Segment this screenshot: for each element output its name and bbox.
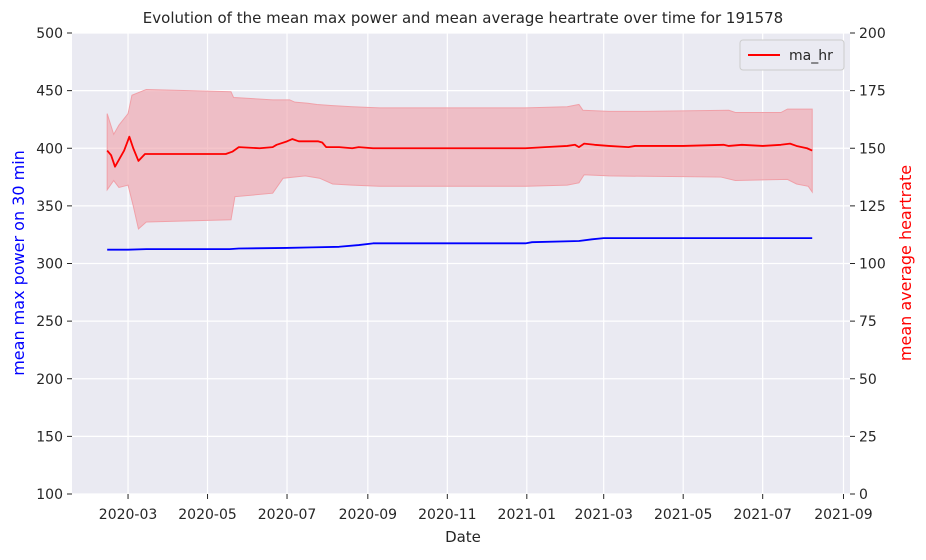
- chart-title: Evolution of the mean max power and mean…: [143, 9, 783, 27]
- x-tick-label: 2020-09: [339, 507, 398, 523]
- y-left-tick-label: 200: [36, 372, 63, 388]
- y-right-tick-label: 0: [859, 487, 868, 503]
- hr-band-layer: [106, 88, 813, 230]
- legend-box: [739, 39, 845, 71]
- x-tick-label: 2021-07: [733, 507, 792, 523]
- y-left-tick-label: 500: [36, 26, 63, 42]
- y-axis-right-label: mean average heartrate: [896, 165, 915, 361]
- y-left-tick-label: 450: [36, 84, 63, 100]
- y-left-tick-label: 150: [36, 429, 63, 445]
- max-power-line: [107, 237, 813, 251]
- x-tick-label: 2020-07: [258, 507, 317, 523]
- x-tick-label: 2021-09: [814, 507, 873, 523]
- tick-layer: 2020-03 2020-05 2020-07 2020-09 2020-11 2021-…: [36, 26, 885, 523]
- heartrate-line: [106, 135, 813, 168]
- y-left-tick-label: 300: [36, 257, 63, 273]
- y-right-tick-label: 150: [859, 141, 886, 157]
- y-axis-left-label: mean max power on 30 min: [9, 150, 28, 376]
- y-left-tick-label: 250: [36, 314, 63, 330]
- x-tick-label: 2021-03: [574, 507, 633, 523]
- x-tick-label: 2021-01: [498, 507, 557, 523]
- y-right-tick-label: 175: [859, 84, 886, 100]
- x-tick-label: 2020-11: [418, 507, 477, 523]
- hr-confidence-band: [106, 88, 813, 230]
- y-left-tick-label: 350: [36, 199, 63, 215]
- x-axis-label: Date: [445, 528, 481, 546]
- y-right-tick-label: 25: [859, 429, 877, 445]
- y-right-tick-label: 50: [859, 372, 877, 388]
- y-right-tick-label: 75: [859, 314, 877, 330]
- legend-label-ma-hr: ma_hr: [789, 48, 833, 64]
- x-tick-label: 2021-05: [654, 507, 713, 523]
- x-tick-label: 2020-05: [178, 507, 237, 523]
- y-right-tick-label: 200: [859, 26, 886, 42]
- legend: ma_hr: [739, 39, 845, 71]
- y-right-tick-label: 125: [859, 199, 886, 215]
- x-tick-label: 2020-03: [99, 507, 158, 523]
- y-right-tick-label: 100: [859, 257, 886, 273]
- line-layer: [106, 135, 813, 251]
- y-left-tick-label: 400: [36, 141, 63, 157]
- y-left-tick-label: 100: [36, 487, 63, 503]
